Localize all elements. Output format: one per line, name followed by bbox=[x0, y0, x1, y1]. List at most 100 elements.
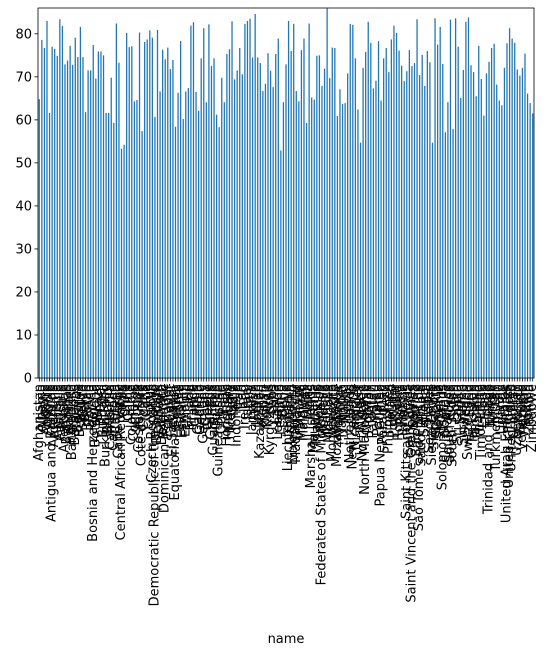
bar bbox=[205, 102, 207, 378]
x-tick-label: Cote d'Ivoire bbox=[135, 384, 150, 466]
bar bbox=[467, 17, 470, 378]
x-tick-label: Spain bbox=[448, 384, 463, 420]
bar bbox=[74, 37, 76, 378]
x-tick-label: Trinidad and Tobago bbox=[482, 384, 497, 515]
x-tick-label: Finland bbox=[183, 384, 198, 430]
bar bbox=[41, 39, 43, 379]
x-tick-label: Albania bbox=[34, 384, 49, 433]
bar bbox=[167, 47, 169, 378]
bar bbox=[231, 21, 233, 379]
x-tick-label: Guatemala bbox=[207, 384, 222, 456]
bar bbox=[113, 122, 115, 379]
x-tick-label: Malta bbox=[302, 384, 317, 420]
x-tick-label: Guinea-Bissau bbox=[212, 384, 227, 477]
bar bbox=[490, 48, 493, 378]
bar bbox=[426, 51, 428, 379]
x-tick-label: Ethiopia bbox=[178, 384, 193, 437]
bar bbox=[72, 64, 74, 378]
x-tick-label: Indonesia bbox=[230, 384, 245, 447]
x-tick-label: Mali bbox=[299, 384, 314, 410]
x-tick-label: Argentina bbox=[47, 384, 62, 447]
bar bbox=[90, 70, 92, 378]
bar bbox=[434, 18, 436, 379]
x-tick-label: Serbia bbox=[420, 384, 435, 425]
x-tick-label: Iraq bbox=[235, 384, 250, 409]
x-tick-label: Bhutan bbox=[81, 384, 96, 431]
bar bbox=[287, 20, 290, 378]
bar bbox=[318, 55, 321, 378]
x-tick-label: United Kingdom bbox=[502, 384, 517, 488]
bar bbox=[305, 122, 308, 379]
x-tick-label: Oman bbox=[363, 384, 378, 423]
y-tick-label: 20 bbox=[15, 285, 32, 300]
bar bbox=[372, 88, 375, 378]
bar bbox=[298, 101, 300, 379]
bar bbox=[221, 77, 223, 378]
bar bbox=[79, 26, 82, 379]
bar bbox=[316, 55, 318, 378]
x-tick-label: Federated States of Micronesia bbox=[314, 384, 329, 585]
x-tick-label: Suriname bbox=[456, 384, 471, 446]
x-tick-label: Belize bbox=[75, 384, 90, 423]
bar bbox=[110, 77, 112, 378]
y-tick-label: 40 bbox=[15, 199, 32, 214]
x-tick-label: Botswana bbox=[88, 384, 103, 448]
bar bbox=[275, 54, 277, 378]
bar bbox=[524, 53, 526, 378]
bar bbox=[66, 60, 69, 379]
bar bbox=[357, 109, 359, 378]
x-tick-label: Malaysia bbox=[294, 384, 309, 441]
x-tick-label: Nauru bbox=[338, 384, 353, 424]
x-tick-label: Congo bbox=[129, 384, 144, 426]
bar bbox=[115, 23, 118, 379]
x-tick-label: Slovakia bbox=[430, 384, 445, 439]
x-tick-label: Canada bbox=[109, 384, 124, 433]
x-tick-label: Hungary bbox=[222, 384, 237, 440]
x-tick-label: Denmark bbox=[150, 384, 165, 444]
bar bbox=[69, 45, 71, 379]
bar bbox=[236, 70, 238, 378]
x-tick-label: Tuvalu bbox=[492, 384, 507, 427]
bar bbox=[465, 21, 467, 379]
bar bbox=[290, 51, 292, 379]
x-tick-label: Panama bbox=[371, 384, 386, 436]
bar bbox=[452, 128, 454, 378]
x-tick-label: Sao Tome and Principe bbox=[412, 384, 427, 531]
bar bbox=[269, 70, 272, 378]
y-tick-label: 30 bbox=[15, 242, 32, 257]
x-tick-label: Georgia bbox=[194, 384, 209, 435]
x-tick-label: Uzbekistan bbox=[510, 384, 525, 456]
bar bbox=[185, 91, 187, 378]
x-tick-label: Dominica bbox=[155, 384, 170, 445]
bar bbox=[377, 41, 380, 378]
bar bbox=[285, 64, 287, 379]
x-tick-label: Brunei bbox=[93, 384, 108, 426]
x-tick-label: Saint Lucia bbox=[402, 384, 417, 455]
x-tick-label: South Africa bbox=[440, 384, 455, 463]
bar bbox=[108, 112, 110, 378]
bar bbox=[347, 73, 349, 379]
bar bbox=[239, 48, 241, 378]
bar bbox=[454, 18, 457, 379]
x-tick-label: Afghanistan bbox=[32, 384, 47, 461]
x-tick-label: El Salvador bbox=[165, 383, 180, 457]
x-tick-label: South Korea bbox=[443, 384, 458, 463]
bar bbox=[439, 26, 441, 379]
bar bbox=[521, 67, 524, 379]
bar bbox=[203, 28, 205, 378]
bar bbox=[478, 45, 480, 379]
y-tick-label: 50 bbox=[15, 156, 32, 171]
bar bbox=[416, 19, 418, 378]
bar bbox=[395, 32, 398, 378]
bar bbox=[390, 39, 393, 378]
bar bbox=[141, 131, 143, 378]
bar bbox=[59, 19, 61, 378]
bar bbox=[159, 91, 161, 378]
bar bbox=[200, 58, 202, 379]
bar bbox=[498, 100, 500, 378]
bar bbox=[341, 103, 344, 378]
bar bbox=[84, 112, 87, 379]
bar bbox=[131, 46, 133, 378]
